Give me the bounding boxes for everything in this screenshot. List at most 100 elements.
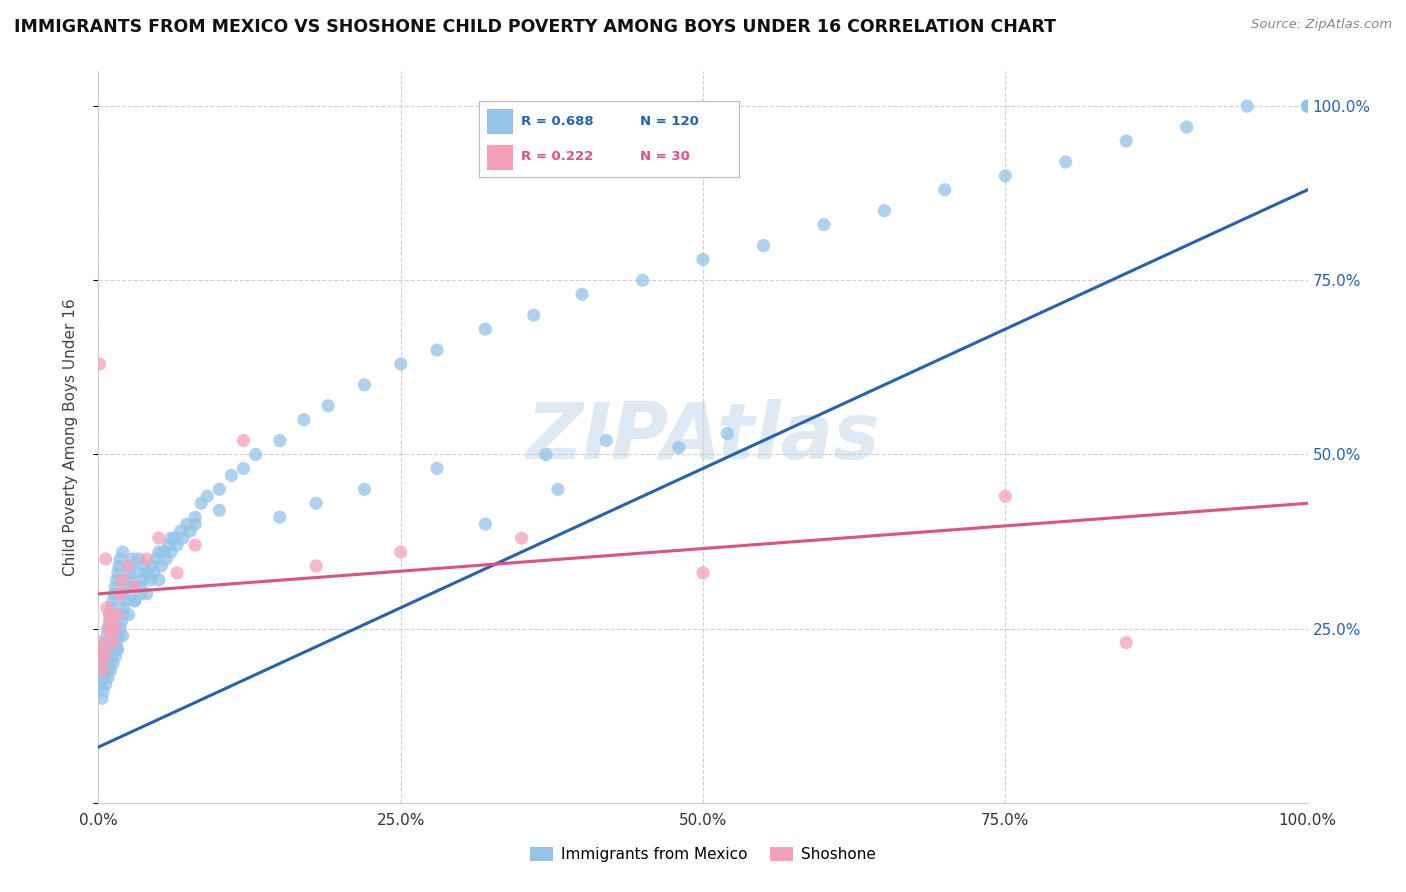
Point [97, 670, 120, 684]
Point [184, 538, 207, 552]
Point [305, 496, 328, 510]
Point [93, 642, 115, 657]
Point [245, 448, 267, 462]
Point [135, 587, 157, 601]
Point [152, 545, 174, 559]
Point [120, 558, 142, 573]
Point [716, 426, 738, 441]
Point [221, 468, 243, 483]
Point [631, 273, 654, 287]
Point [148, 531, 170, 545]
Point [89, 635, 111, 649]
Point [108, 629, 131, 643]
Point [269, 510, 291, 524]
Point [100, 607, 122, 622]
Point [426, 343, 449, 357]
Point [118, 558, 141, 573]
Point [89, 357, 111, 371]
Point [93, 670, 115, 684]
Point [232, 434, 254, 448]
Point [100, 600, 122, 615]
Point [139, 573, 162, 587]
Point [534, 448, 557, 462]
Point [160, 531, 183, 545]
Point [118, 607, 141, 622]
Point [98, 607, 121, 622]
Point [107, 642, 129, 657]
Point [127, 566, 149, 580]
Point [91, 642, 114, 657]
Point [169, 524, 191, 538]
Point [91, 684, 114, 698]
Point [305, 558, 328, 573]
Y-axis label: Child Poverty Among Boys Under 16: Child Poverty Among Boys Under 16 [63, 298, 77, 576]
Point [1054, 155, 1077, 169]
Point [184, 510, 207, 524]
Point [184, 517, 207, 532]
Point [112, 600, 135, 615]
Point [124, 594, 146, 608]
Point [107, 566, 129, 580]
Point [292, 412, 315, 426]
Point [91, 649, 114, 664]
Point [1175, 120, 1198, 134]
Point [107, 607, 129, 622]
Point [98, 615, 121, 629]
Point [692, 566, 714, 580]
Point [668, 441, 690, 455]
Point [127, 552, 149, 566]
Point [143, 566, 166, 580]
Point [111, 545, 134, 559]
Point [353, 483, 375, 497]
Point [523, 308, 546, 322]
Point [91, 664, 114, 678]
Point [160, 545, 183, 559]
Point [1296, 99, 1319, 113]
Point [135, 552, 157, 566]
Point [96, 600, 118, 615]
Point [104, 649, 127, 664]
Point [100, 649, 122, 664]
Point [157, 538, 180, 552]
Text: ZIPAtlas: ZIPAtlas [526, 399, 880, 475]
Point [94, 635, 117, 649]
Point [692, 252, 714, 267]
Legend: Immigrants from Mexico, Shoshone: Immigrants from Mexico, Shoshone [524, 841, 882, 868]
Point [389, 357, 412, 371]
Point [90, 664, 112, 678]
Point [474, 322, 496, 336]
Point [110, 615, 132, 629]
Point [195, 489, 218, 503]
Point [150, 558, 173, 573]
Point [108, 552, 131, 566]
Point [108, 622, 131, 636]
Point [129, 580, 152, 594]
Point [91, 657, 114, 671]
Point [100, 664, 122, 678]
Point [232, 461, 254, 475]
Point [994, 169, 1017, 183]
Point [104, 580, 127, 594]
Point [166, 538, 188, 552]
Point [94, 677, 117, 691]
Point [118, 566, 141, 580]
Point [114, 594, 136, 608]
Point [101, 635, 124, 649]
Point [353, 377, 375, 392]
Point [118, 573, 141, 587]
Point [426, 461, 449, 475]
Point [100, 629, 122, 643]
Point [269, 434, 291, 448]
Point [1115, 134, 1137, 148]
Point [547, 483, 569, 497]
Point [96, 629, 118, 643]
Point [125, 580, 148, 594]
Point [124, 580, 146, 594]
Point [145, 552, 167, 566]
Point [91, 691, 114, 706]
Point [117, 580, 139, 594]
Point [124, 594, 146, 608]
Point [108, 587, 131, 601]
Point [190, 496, 212, 510]
Point [813, 218, 835, 232]
